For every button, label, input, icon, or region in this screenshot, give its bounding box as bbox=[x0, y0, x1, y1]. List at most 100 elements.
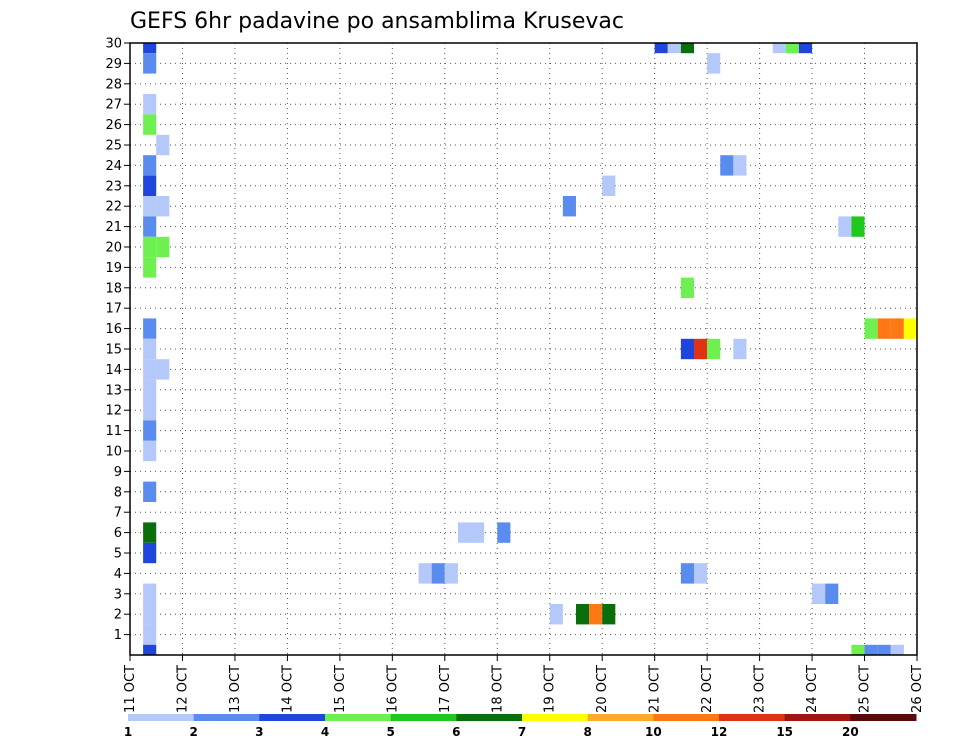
data-cell bbox=[143, 43, 157, 54]
data-cell bbox=[798, 43, 813, 54]
data-cell bbox=[890, 644, 904, 655]
data-cell bbox=[457, 522, 472, 543]
data-cell bbox=[680, 338, 695, 360]
data-cell bbox=[851, 216, 865, 237]
data-cell bbox=[143, 175, 157, 196]
data-cell bbox=[694, 338, 708, 360]
y-tick-label: 15 bbox=[105, 343, 122, 358]
colorbar-label: 12 bbox=[711, 725, 728, 739]
data-cell bbox=[497, 522, 511, 543]
data-cell bbox=[667, 43, 681, 54]
x-axis-ticks: 11 OCT 12 OCT 13 OCT 14 OCT 15 OCT 16 OCT 17 O… bbox=[123, 655, 925, 713]
data-cell bbox=[589, 604, 603, 625]
data-cell bbox=[772, 43, 786, 54]
y-tick-label: 10 bbox=[105, 445, 122, 460]
y-tick-label: 17 bbox=[105, 302, 122, 317]
data-cell bbox=[549, 604, 563, 625]
data-cell bbox=[143, 379, 157, 400]
colorbar-label: 8 bbox=[583, 725, 591, 739]
data-cell bbox=[143, 400, 157, 421]
data-cell bbox=[156, 359, 170, 380]
y-tick-label: 27 bbox=[105, 98, 122, 113]
y-tick-label: 19 bbox=[105, 261, 122, 276]
x-tick-label: 15 OCT bbox=[333, 665, 348, 713]
x-tick-label: 24 OCT bbox=[805, 665, 820, 713]
data-cell bbox=[143, 604, 157, 625]
colorbar-swatch bbox=[390, 714, 457, 721]
colorbar-label: 6 bbox=[452, 725, 460, 739]
y-tick-label: 8 bbox=[114, 485, 122, 500]
colorbar-label: 20 bbox=[842, 725, 859, 739]
data-cell bbox=[143, 94, 157, 115]
data-cell bbox=[562, 196, 576, 217]
data-cell bbox=[156, 236, 170, 258]
y-tick-label: 26 bbox=[105, 118, 122, 133]
colorbar-swatch bbox=[456, 714, 523, 721]
data-cell bbox=[143, 257, 157, 278]
data-cell bbox=[785, 43, 799, 54]
y-tick-label: 2 bbox=[114, 608, 122, 623]
data-cell bbox=[143, 155, 157, 176]
x-tick-label: 22 OCT bbox=[700, 665, 715, 713]
y-tick-label: 28 bbox=[105, 77, 122, 92]
y-tick-label: 12 bbox=[105, 404, 122, 419]
data-cell bbox=[143, 338, 157, 360]
data-cell bbox=[156, 134, 170, 156]
y-tick-label: 20 bbox=[105, 241, 122, 256]
x-tick-label: 25 OCT bbox=[858, 665, 873, 713]
data-cell bbox=[444, 563, 458, 584]
y-axis-ticks: 1234567891011121314151617181920212223242… bbox=[105, 37, 130, 643]
x-tick-label: 11 OCT bbox=[123, 665, 138, 713]
data-cell bbox=[143, 644, 157, 655]
y-tick-label: 22 bbox=[105, 200, 122, 215]
y-tick-label: 25 bbox=[105, 139, 122, 154]
x-tick-label: 26 OCT bbox=[910, 665, 925, 713]
data-cell bbox=[431, 563, 445, 584]
data-cell bbox=[812, 583, 826, 604]
colorbar-label: 7 bbox=[518, 725, 526, 739]
x-tick-label: 12 OCT bbox=[175, 665, 190, 713]
data-cell bbox=[707, 338, 721, 360]
data-cell bbox=[838, 216, 852, 237]
data-cell bbox=[143, 53, 157, 74]
data-cell bbox=[143, 481, 157, 502]
x-tick-label: 21 OCT bbox=[648, 665, 663, 713]
y-tick-label: 11 bbox=[105, 424, 122, 439]
data-cell bbox=[864, 318, 878, 339]
data-cell bbox=[680, 563, 695, 584]
y-tick-label: 5 bbox=[114, 547, 122, 562]
y-tick-label: 24 bbox=[105, 159, 122, 174]
data-cell bbox=[825, 583, 839, 604]
x-tick-label: 18 OCT bbox=[490, 665, 505, 713]
y-tick-label: 14 bbox=[105, 363, 122, 378]
colorbar-label: 2 bbox=[189, 725, 197, 739]
colorbar-swatch bbox=[784, 714, 851, 721]
x-tick-label: 14 OCT bbox=[280, 665, 295, 713]
data-cell bbox=[680, 43, 695, 54]
colorbar-label: 15 bbox=[776, 725, 793, 739]
data-cell bbox=[877, 644, 891, 655]
data-cell bbox=[720, 155, 734, 176]
colorbar-swatch bbox=[522, 714, 589, 721]
colorbar-swatch bbox=[128, 714, 195, 721]
y-tick-label: 30 bbox=[105, 37, 122, 52]
y-tick-label: 9 bbox=[114, 465, 122, 480]
data-cell bbox=[877, 318, 891, 339]
data-cell bbox=[143, 522, 157, 543]
colorbar-swatch bbox=[587, 714, 654, 721]
grid-lines bbox=[130, 43, 917, 655]
y-tick-label: 16 bbox=[105, 322, 122, 337]
data-cell bbox=[143, 359, 157, 380]
colorbar-swatch bbox=[653, 714, 720, 721]
data-cell bbox=[143, 624, 157, 645]
y-tick-label: 6 bbox=[114, 526, 122, 541]
x-tick-label: 17 OCT bbox=[438, 665, 453, 713]
data-cell bbox=[733, 338, 747, 360]
data-cell bbox=[694, 563, 708, 584]
data-cell bbox=[864, 644, 878, 655]
y-tick-label: 13 bbox=[105, 383, 122, 398]
y-tick-label: 7 bbox=[114, 506, 122, 521]
data-cell bbox=[851, 644, 865, 655]
colorbar-swatch bbox=[193, 714, 260, 721]
